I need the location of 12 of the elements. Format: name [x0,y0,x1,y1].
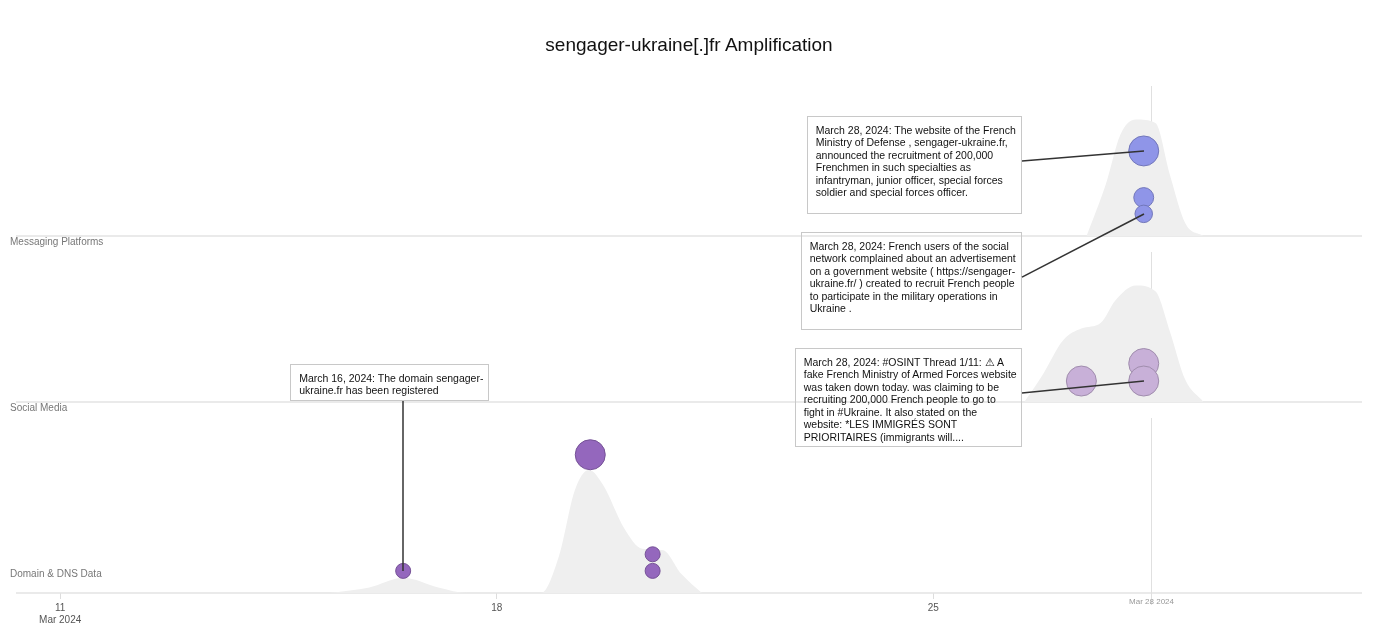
annotation: March 28, 2024: #OSINT Thread 1/11: ⚠ A fake French Ministry of Armed Forces website was taken down today. was claiming to be recruiting 200,000 French people to go to fight in #Ukraine. It also stated on the website: *LES IMMIGRÉS SONT PRIORITAIRES (immigrants will.... [794,347,1022,448]
x-tick-label: 18 [491,601,503,613]
annotation: March 28, 2024: The website of the French Ministry of Defense , sengager-ukraine.fr, announced the recruitment of 200,000 Frenchmen in such specialties as infantryman, junior officer, special forces soldier and special forces officer. [806,115,1022,214]
annotation: Social Media [10,402,68,413]
annotation: March 28, 2024: French users of the social network complained about an advertisement on a government website ( https://sengager-ukraine.fr/ ) created to recruit French people to participate in the military operations in Ukraine . [800,231,1022,330]
x-tick-label: 11 Mar 2024 [39,601,82,625]
ref-line-label: Mar 28 2024 [1129,597,1175,607]
x-tick-label: 25 [927,601,940,613]
chart-title: sengager-ukraine[.]fr Amplification [544,34,834,56]
annotation: Domain & DNS Data [10,568,102,579]
annotation: Messaging Platforms [10,236,104,247]
annotation: March 16, 2024: The domain sengager-ukraine.fr has been registered [290,363,490,401]
